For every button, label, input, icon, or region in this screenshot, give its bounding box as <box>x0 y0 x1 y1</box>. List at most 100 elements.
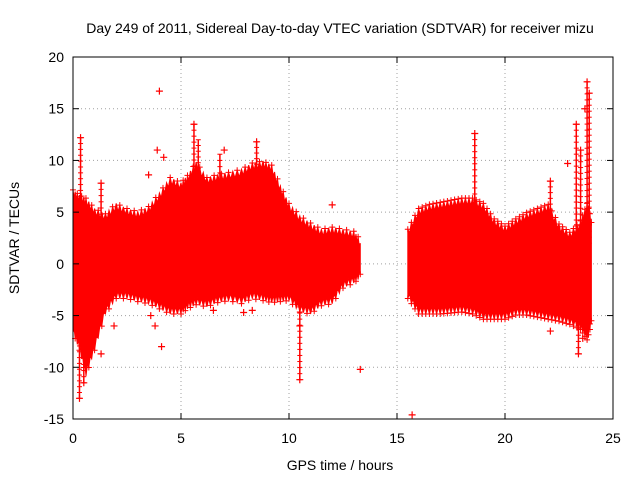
data-point-outlier <box>581 105 589 113</box>
data-point <box>408 219 415 226</box>
data-point <box>249 160 256 167</box>
data-point <box>207 302 214 309</box>
plot-border <box>72 56 614 420</box>
data-point <box>274 175 281 182</box>
data-point <box>527 312 534 319</box>
data-point <box>520 211 526 218</box>
data-point <box>462 309 469 316</box>
data-point <box>109 203 116 210</box>
data-point <box>585 331 592 338</box>
data-point <box>145 203 152 210</box>
data-point <box>116 202 123 209</box>
data-point <box>167 174 174 181</box>
data-point <box>505 220 512 227</box>
data-point <box>570 225 577 232</box>
data-point-outlier <box>155 87 163 95</box>
data-point-outlier <box>153 146 161 154</box>
data-point <box>440 198 447 205</box>
data-point <box>466 310 472 317</box>
data-point-outlier <box>585 320 593 328</box>
data-point <box>340 285 346 292</box>
data-point <box>238 300 245 307</box>
x-tick-label: 20 <box>497 430 513 446</box>
data-point <box>262 159 269 166</box>
data-point <box>300 215 307 222</box>
data-point <box>548 316 555 323</box>
data-point-outlier <box>97 179 105 187</box>
data-point-outlier <box>145 171 153 179</box>
data-point <box>178 311 184 318</box>
data-point <box>437 199 444 206</box>
data-point <box>584 336 591 343</box>
data-point <box>512 312 519 319</box>
data-point-outlier <box>209 306 217 314</box>
data-point <box>221 298 228 305</box>
data-point <box>318 302 325 309</box>
data-point <box>200 303 207 310</box>
data-point <box>484 205 490 212</box>
data-point <box>426 201 433 208</box>
data-point <box>149 302 156 309</box>
data-point <box>152 194 159 201</box>
x-axis-label: GPS time / hours <box>287 457 394 473</box>
data-point <box>444 197 451 204</box>
data-point <box>283 297 290 304</box>
data-point <box>289 301 296 308</box>
data-point-outlier <box>240 308 248 316</box>
y-tick-label: -10 <box>44 359 64 375</box>
data-point <box>163 309 170 316</box>
chart-title: Day 249 of 2011, Sidereal Day-to-day VTE… <box>86 20 594 36</box>
data-point <box>332 295 339 302</box>
y-axis-label: SDTVAR / TECUs <box>6 182 22 294</box>
data-point-outlier <box>328 201 336 209</box>
data-point-outlier <box>158 343 166 351</box>
data-point <box>242 164 249 171</box>
data-point <box>563 226 570 233</box>
data-point <box>412 305 418 312</box>
y-tick-label: 20 <box>48 49 64 65</box>
data-point-outlier <box>253 138 261 146</box>
data-point <box>74 190 81 197</box>
data-point <box>541 202 548 209</box>
data-point <box>541 315 548 322</box>
data-point <box>530 206 537 213</box>
data-point <box>404 226 411 233</box>
data-point <box>516 213 523 220</box>
data-point <box>85 364 92 371</box>
data-point <box>408 300 415 307</box>
data-point <box>336 225 343 232</box>
data-point <box>286 200 292 207</box>
data-point-outlier <box>190 120 198 128</box>
data-point <box>91 347 98 354</box>
data-point-outlier <box>356 365 364 373</box>
data-point <box>106 305 112 312</box>
data-point <box>538 204 544 211</box>
data-point <box>563 320 570 327</box>
data-point <box>509 313 516 320</box>
data-point <box>134 298 141 305</box>
data-point <box>170 311 177 318</box>
data-point <box>552 317 559 324</box>
data-point <box>234 167 241 174</box>
data-point <box>293 208 300 215</box>
data-point <box>480 316 487 323</box>
data-point-outlier <box>577 146 585 154</box>
data-point <box>343 226 350 233</box>
data-point <box>314 224 321 231</box>
data-point <box>184 172 191 179</box>
data-point-outlier <box>579 334 587 342</box>
data-point <box>430 200 436 207</box>
data-point <box>538 314 544 321</box>
data-series-sdtvar <box>70 78 595 419</box>
data-point <box>355 233 362 240</box>
data-point-outlier <box>296 376 304 384</box>
data-point <box>329 224 336 231</box>
data-point <box>252 296 259 303</box>
data-point-outlier <box>583 78 591 86</box>
data-point <box>534 205 541 212</box>
data-point <box>469 311 476 318</box>
data-point <box>422 202 429 209</box>
data-point <box>245 297 252 304</box>
data-point-outlier <box>572 120 580 128</box>
data-point-outlier <box>110 322 118 330</box>
